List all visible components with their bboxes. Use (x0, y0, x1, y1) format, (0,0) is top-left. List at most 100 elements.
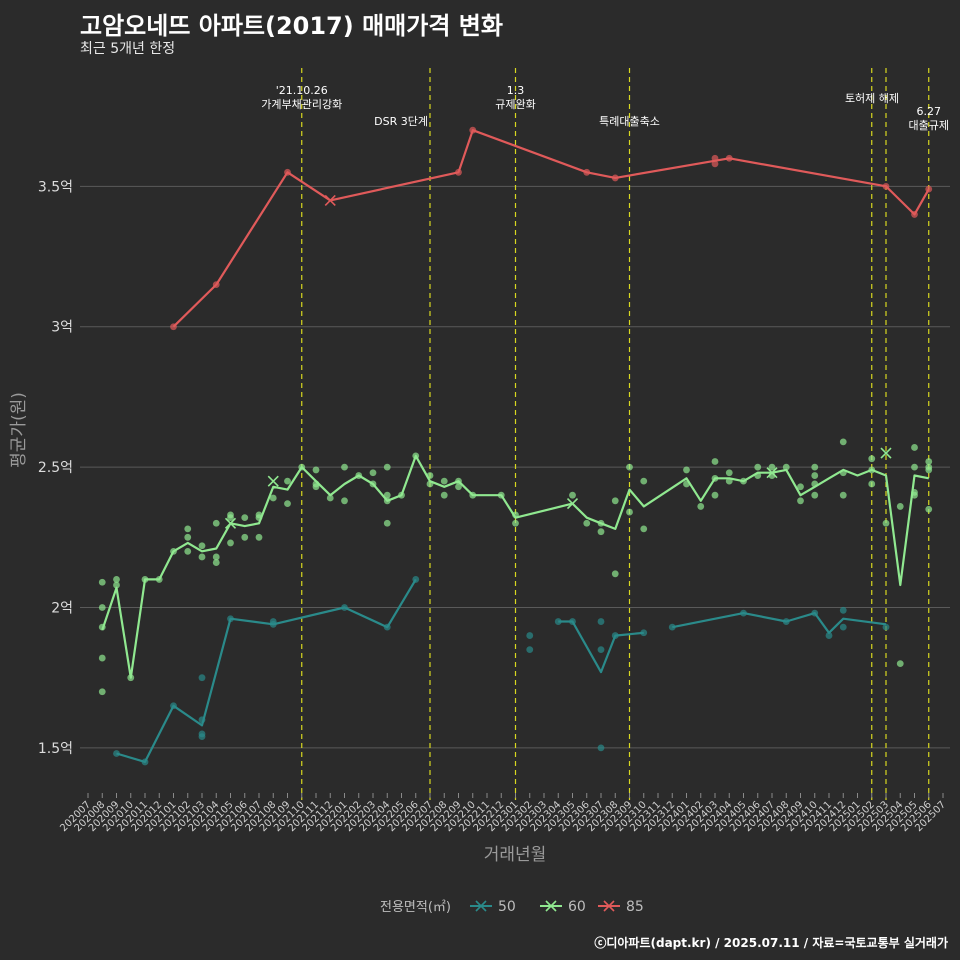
series-line (558, 620, 644, 674)
data-point (683, 466, 690, 474)
data-point (227, 514, 234, 522)
data-point (312, 483, 320, 491)
data-point (597, 618, 605, 625)
data-point (611, 570, 619, 578)
data-point (113, 581, 120, 589)
data-point (113, 576, 120, 583)
data-point (383, 519, 391, 527)
data-point (882, 623, 890, 631)
x-marker (880, 447, 892, 459)
data-point (255, 533, 263, 541)
data-point (98, 654, 106, 662)
data-point (326, 494, 334, 502)
data-point (583, 519, 591, 527)
event-annotation: 규제완화 (495, 98, 535, 111)
data-point (440, 477, 448, 485)
data-point (925, 466, 933, 474)
data-point (668, 623, 676, 631)
event-annotation: 대출규제 (909, 119, 949, 132)
event-annotation: 토허제 해제 (845, 91, 899, 105)
data-point (383, 463, 391, 471)
chart-subtitle: 최근 5개년 한정 (80, 41, 176, 57)
y-tick-label: 1.5억 (38, 741, 73, 757)
legend-title: 전용면적(㎡) (380, 900, 451, 915)
data-point (212, 553, 220, 561)
legend-key-x-icon (545, 900, 557, 912)
data-point (554, 618, 562, 625)
data-point (227, 539, 234, 547)
data-point (284, 500, 291, 508)
data-point (868, 455, 876, 463)
y-tick-label: 2.5억 (38, 460, 73, 476)
data-point (825, 632, 833, 639)
data-point (839, 606, 847, 614)
data-point (911, 444, 918, 451)
data-point (640, 477, 648, 485)
data-point (212, 519, 220, 527)
data-point (241, 514, 249, 522)
y-tick-label: 3.5억 (38, 179, 73, 195)
x-marker (267, 475, 279, 487)
data-point (811, 472, 819, 479)
data-point (184, 525, 192, 533)
data-point (839, 491, 847, 499)
chart-title: 고암오네뜨 아파트(2017) 매매가격 변화 (80, 12, 503, 40)
data-point (512, 519, 519, 527)
data-point (768, 463, 776, 471)
series-line (101, 454, 930, 679)
data-point (312, 466, 320, 474)
data-point (626, 508, 633, 516)
series-line (116, 578, 417, 763)
legend: 전용면적(㎡) 50 60 85 (380, 899, 644, 915)
legend-key-x-icon (603, 900, 615, 912)
legend-key-x-icon (475, 900, 487, 912)
y-tick-label: 2억 (51, 601, 73, 617)
data-point (839, 438, 847, 446)
legend-label: 50 (498, 899, 516, 915)
series-85 (170, 126, 933, 331)
data-point (911, 463, 918, 471)
event-annotation: DSR 3단계 (374, 115, 428, 128)
data-point (839, 623, 847, 631)
source-caption: ⓒ디아파트(dapt.kr) / 2025.07.11 / 자료=국토교통부 실… (594, 936, 948, 950)
data-point (98, 578, 106, 586)
data-point (697, 503, 705, 510)
data-point (797, 483, 804, 491)
event-annotation: '21.10.26 (276, 84, 328, 97)
data-point (341, 463, 348, 471)
event-annotation: 가계부채관리강화 (261, 98, 342, 111)
series-50 (113, 576, 890, 766)
series (98, 126, 933, 766)
data-point (198, 542, 206, 550)
data-point (811, 491, 819, 499)
data-point (284, 477, 291, 485)
data-point (369, 469, 377, 477)
data-point (797, 497, 804, 505)
data-point (597, 744, 605, 752)
data-point (241, 533, 249, 541)
y-axis-label: 평균가(원) (9, 392, 29, 468)
data-point (711, 491, 719, 499)
series-line (172, 129, 930, 328)
data-point (269, 494, 277, 502)
data-point (811, 463, 819, 471)
x-axis-ticks: 2020072020082020092020102020112020122021… (58, 793, 948, 834)
data-point (98, 688, 106, 696)
legend-label: 85 (626, 899, 644, 915)
data-point (754, 463, 762, 471)
data-point (882, 519, 890, 527)
data-point (611, 497, 619, 505)
data-point (640, 525, 648, 533)
event-annotation: 6.27 (917, 105, 942, 118)
x-marker (224, 517, 237, 529)
data-point (896, 503, 904, 510)
x-axis-label: 거래년월 (484, 845, 547, 865)
data-point (725, 469, 733, 477)
data-point (711, 160, 719, 168)
data-point (597, 528, 605, 536)
data-point (896, 660, 904, 668)
data-point (198, 733, 206, 741)
data-point (455, 483, 462, 491)
data-point (98, 604, 106, 611)
